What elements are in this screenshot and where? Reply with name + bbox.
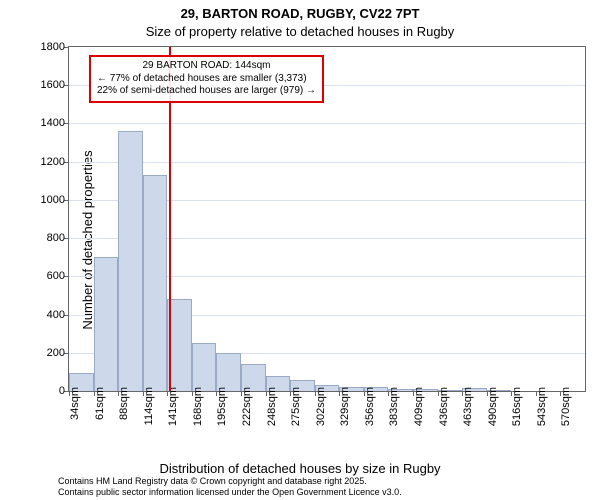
xtick-label: 275sqm: [290, 387, 302, 426]
xtick-label: 248sqm: [266, 387, 278, 426]
histogram-bar: [94, 257, 119, 391]
attribution-line-1: Contains HM Land Registry data © Crown c…: [58, 476, 402, 487]
histogram-bar: [216, 353, 241, 391]
xtick-label: 543sqm: [536, 387, 548, 426]
ytick-label: 1200: [33, 156, 65, 168]
xtick-label: 516sqm: [511, 387, 523, 426]
plot-area: 02004006008001000120014001600180034sqm61…: [68, 46, 586, 392]
xtick-label: 114sqm: [143, 387, 155, 425]
chart-container: 29, BARTON ROAD, RUGBY, CV22 7PT Size of…: [0, 0, 600, 500]
ytick-label: 1400: [33, 117, 65, 129]
chart-title: 29, BARTON ROAD, RUGBY, CV22 7PT: [0, 6, 600, 21]
ytick-label: 200: [33, 347, 65, 359]
annot-line-2: ← 77% of detached houses are smaller (3,…: [97, 73, 316, 86]
ytick-label: 1800: [33, 41, 65, 53]
histogram-bar: [192, 343, 217, 391]
ytick-label: 600: [33, 270, 65, 282]
annotation-box: 29 BARTON ROAD: 144sqm← 77% of detached …: [89, 55, 324, 103]
ytick-label: 1000: [33, 194, 65, 206]
xtick-label: 383sqm: [388, 387, 400, 426]
xtick-label: 141sqm: [167, 387, 179, 426]
xtick-label: 356sqm: [364, 387, 376, 426]
xtick-label: 329sqm: [339, 387, 351, 426]
ytick-label: 1600: [33, 79, 65, 91]
xtick-label: 570sqm: [560, 387, 572, 426]
histogram-bar: [143, 175, 168, 391]
annot-line-1: 29 BARTON ROAD: 144sqm: [97, 60, 316, 73]
ytick-label: 800: [33, 232, 65, 244]
gridline-h: [69, 123, 585, 124]
xtick-label: 61sqm: [94, 387, 106, 420]
gridline-h: [69, 162, 585, 163]
histogram-bar: [118, 131, 143, 391]
xtick-label: 463sqm: [462, 387, 474, 426]
annot-line-3: 22% of semi-detached houses are larger (…: [97, 85, 316, 98]
ytick-label: 0: [33, 385, 65, 397]
xtick-label: 409sqm: [413, 387, 425, 426]
ytick-label: 400: [33, 309, 65, 321]
x-axis-label: Distribution of detached houses by size …: [0, 461, 600, 476]
xtick-label: 490sqm: [487, 387, 499, 426]
attribution-line-2: Contains public sector information licen…: [58, 487, 402, 498]
chart-subtitle: Size of property relative to detached ho…: [0, 24, 600, 39]
xtick-label: 88sqm: [118, 387, 130, 420]
attribution-text: Contains HM Land Registry data © Crown c…: [58, 476, 402, 498]
xtick-label: 168sqm: [192, 387, 204, 426]
xtick-label: 302sqm: [315, 387, 327, 426]
xtick-label: 436sqm: [438, 387, 450, 426]
xtick-label: 34sqm: [69, 387, 81, 420]
xtick-label: 222sqm: [241, 387, 253, 426]
xtick-label: 195sqm: [216, 387, 228, 426]
